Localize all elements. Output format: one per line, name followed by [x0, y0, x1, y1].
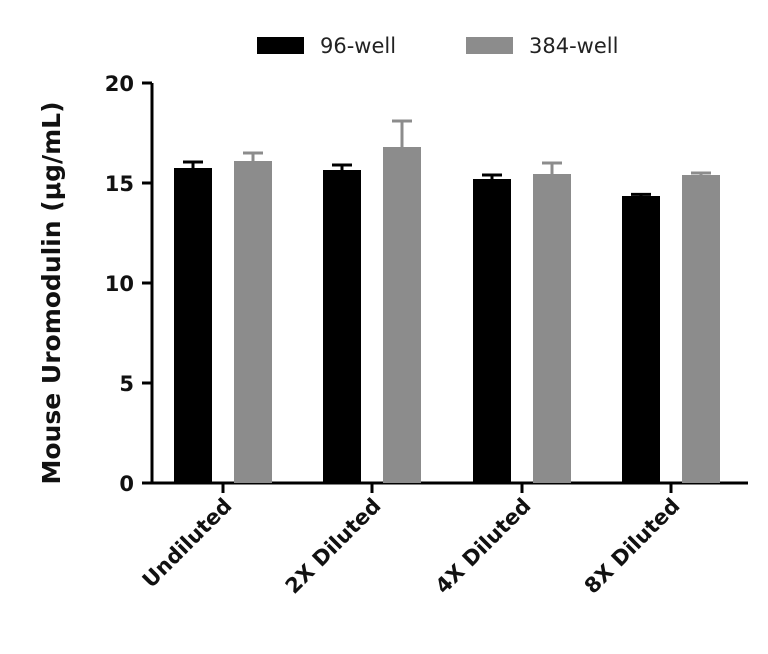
bar-96-well	[174, 168, 212, 483]
legend-swatch	[466, 37, 513, 54]
bar-384-well	[533, 174, 571, 483]
bar-384-well	[682, 175, 720, 483]
bar-384-well	[234, 161, 272, 483]
y-tick-label: 5	[119, 372, 134, 396]
x-category-label: Undiluted	[138, 494, 237, 593]
y-ticks: 0 5 10 15 20	[105, 72, 152, 496]
bar-96-well	[622, 196, 660, 483]
bar-384-well	[383, 147, 421, 483]
y-tick-label: 20	[105, 72, 134, 96]
bars	[174, 119, 720, 483]
legend-swatch	[257, 37, 304, 54]
x-category-label: 2X Diluted	[281, 494, 386, 599]
legend: 96-well 384-well	[257, 34, 618, 58]
y-tick-label: 0	[119, 472, 134, 496]
x-category-label: 8X Diluted	[580, 494, 685, 599]
y-tick-label: 15	[105, 172, 134, 196]
x-category-label: 4X Diluted	[431, 494, 536, 599]
legend-label: 384-well	[529, 34, 618, 58]
y-tick-label: 10	[105, 272, 134, 296]
x-ticks: Undiluted 2X Diluted 4X Diluted 8X Diluted	[138, 483, 685, 598]
bar-96-well	[323, 170, 361, 483]
y-axis-label: Mouse Uromodulin (μg/mL)	[37, 101, 66, 484]
legend-label: 96-well	[320, 34, 396, 58]
bar-96-well	[473, 179, 511, 483]
